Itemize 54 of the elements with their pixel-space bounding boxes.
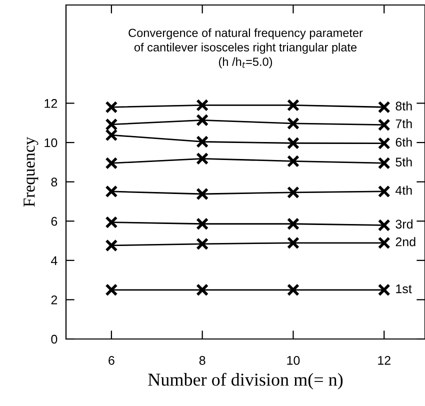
y-tick-label: 12	[44, 99, 58, 108]
point	[378, 137, 390, 150]
point	[196, 188, 209, 200]
point	[105, 156, 118, 170]
series-label: 7th	[396, 119, 412, 128]
point	[196, 135, 209, 148]
x-tick-label: 8	[199, 356, 206, 365]
y-tick-label: 10	[44, 138, 58, 148]
legend-label: 8th	[396, 101, 412, 111]
x-tick-label: 10	[287, 356, 300, 365]
series-label: 5th	[396, 157, 412, 167]
series-label: 2nd	[396, 237, 416, 246]
y-tick-label: 6	[51, 216, 58, 226]
y-tick-label: 8	[51, 178, 58, 186]
point	[378, 236, 390, 250]
y-tick-label: 4	[51, 256, 58, 265]
point	[378, 284, 390, 296]
point	[196, 152, 209, 165]
point	[378, 218, 390, 232]
text: Convergence of natural frequency parameter of cantilever isosceles right triangular plate (h /h$_{t}$=5.0)	[128, 28, 363, 68]
point	[286, 154, 300, 168]
point	[196, 238, 209, 250]
point	[105, 100, 118, 114]
x-tick-label: 12	[378, 356, 390, 365]
point	[105, 284, 118, 296]
y-axis-title: Frequency	[24, 136, 38, 207]
legend-label: 3rd	[396, 219, 412, 229]
point	[196, 284, 209, 296]
legend-label: 4th	[396, 186, 412, 195]
point	[196, 98, 209, 112]
point	[105, 128, 118, 142]
x-axis-title: Number of division m(= n)	[148, 372, 343, 390]
x-tick-label: 6	[108, 356, 114, 365]
point	[105, 239, 118, 252]
point	[378, 156, 390, 170]
point	[378, 100, 390, 114]
point	[105, 118, 118, 131]
point	[286, 98, 300, 112]
point	[286, 284, 300, 296]
point	[196, 218, 209, 230]
point	[378, 118, 390, 132]
point	[378, 185, 390, 198]
point	[286, 186, 300, 199]
point	[286, 236, 300, 250]
y-tick-label: 0	[51, 334, 58, 344]
point	[286, 136, 300, 150]
point	[286, 117, 300, 130]
point	[105, 216, 118, 229]
point	[105, 185, 118, 198]
point	[196, 114, 209, 126]
point	[286, 218, 300, 230]
y-tick-label: 2	[51, 296, 58, 304]
legend-label: 6th	[396, 137, 412, 147]
series-label: 1st	[396, 284, 412, 294]
